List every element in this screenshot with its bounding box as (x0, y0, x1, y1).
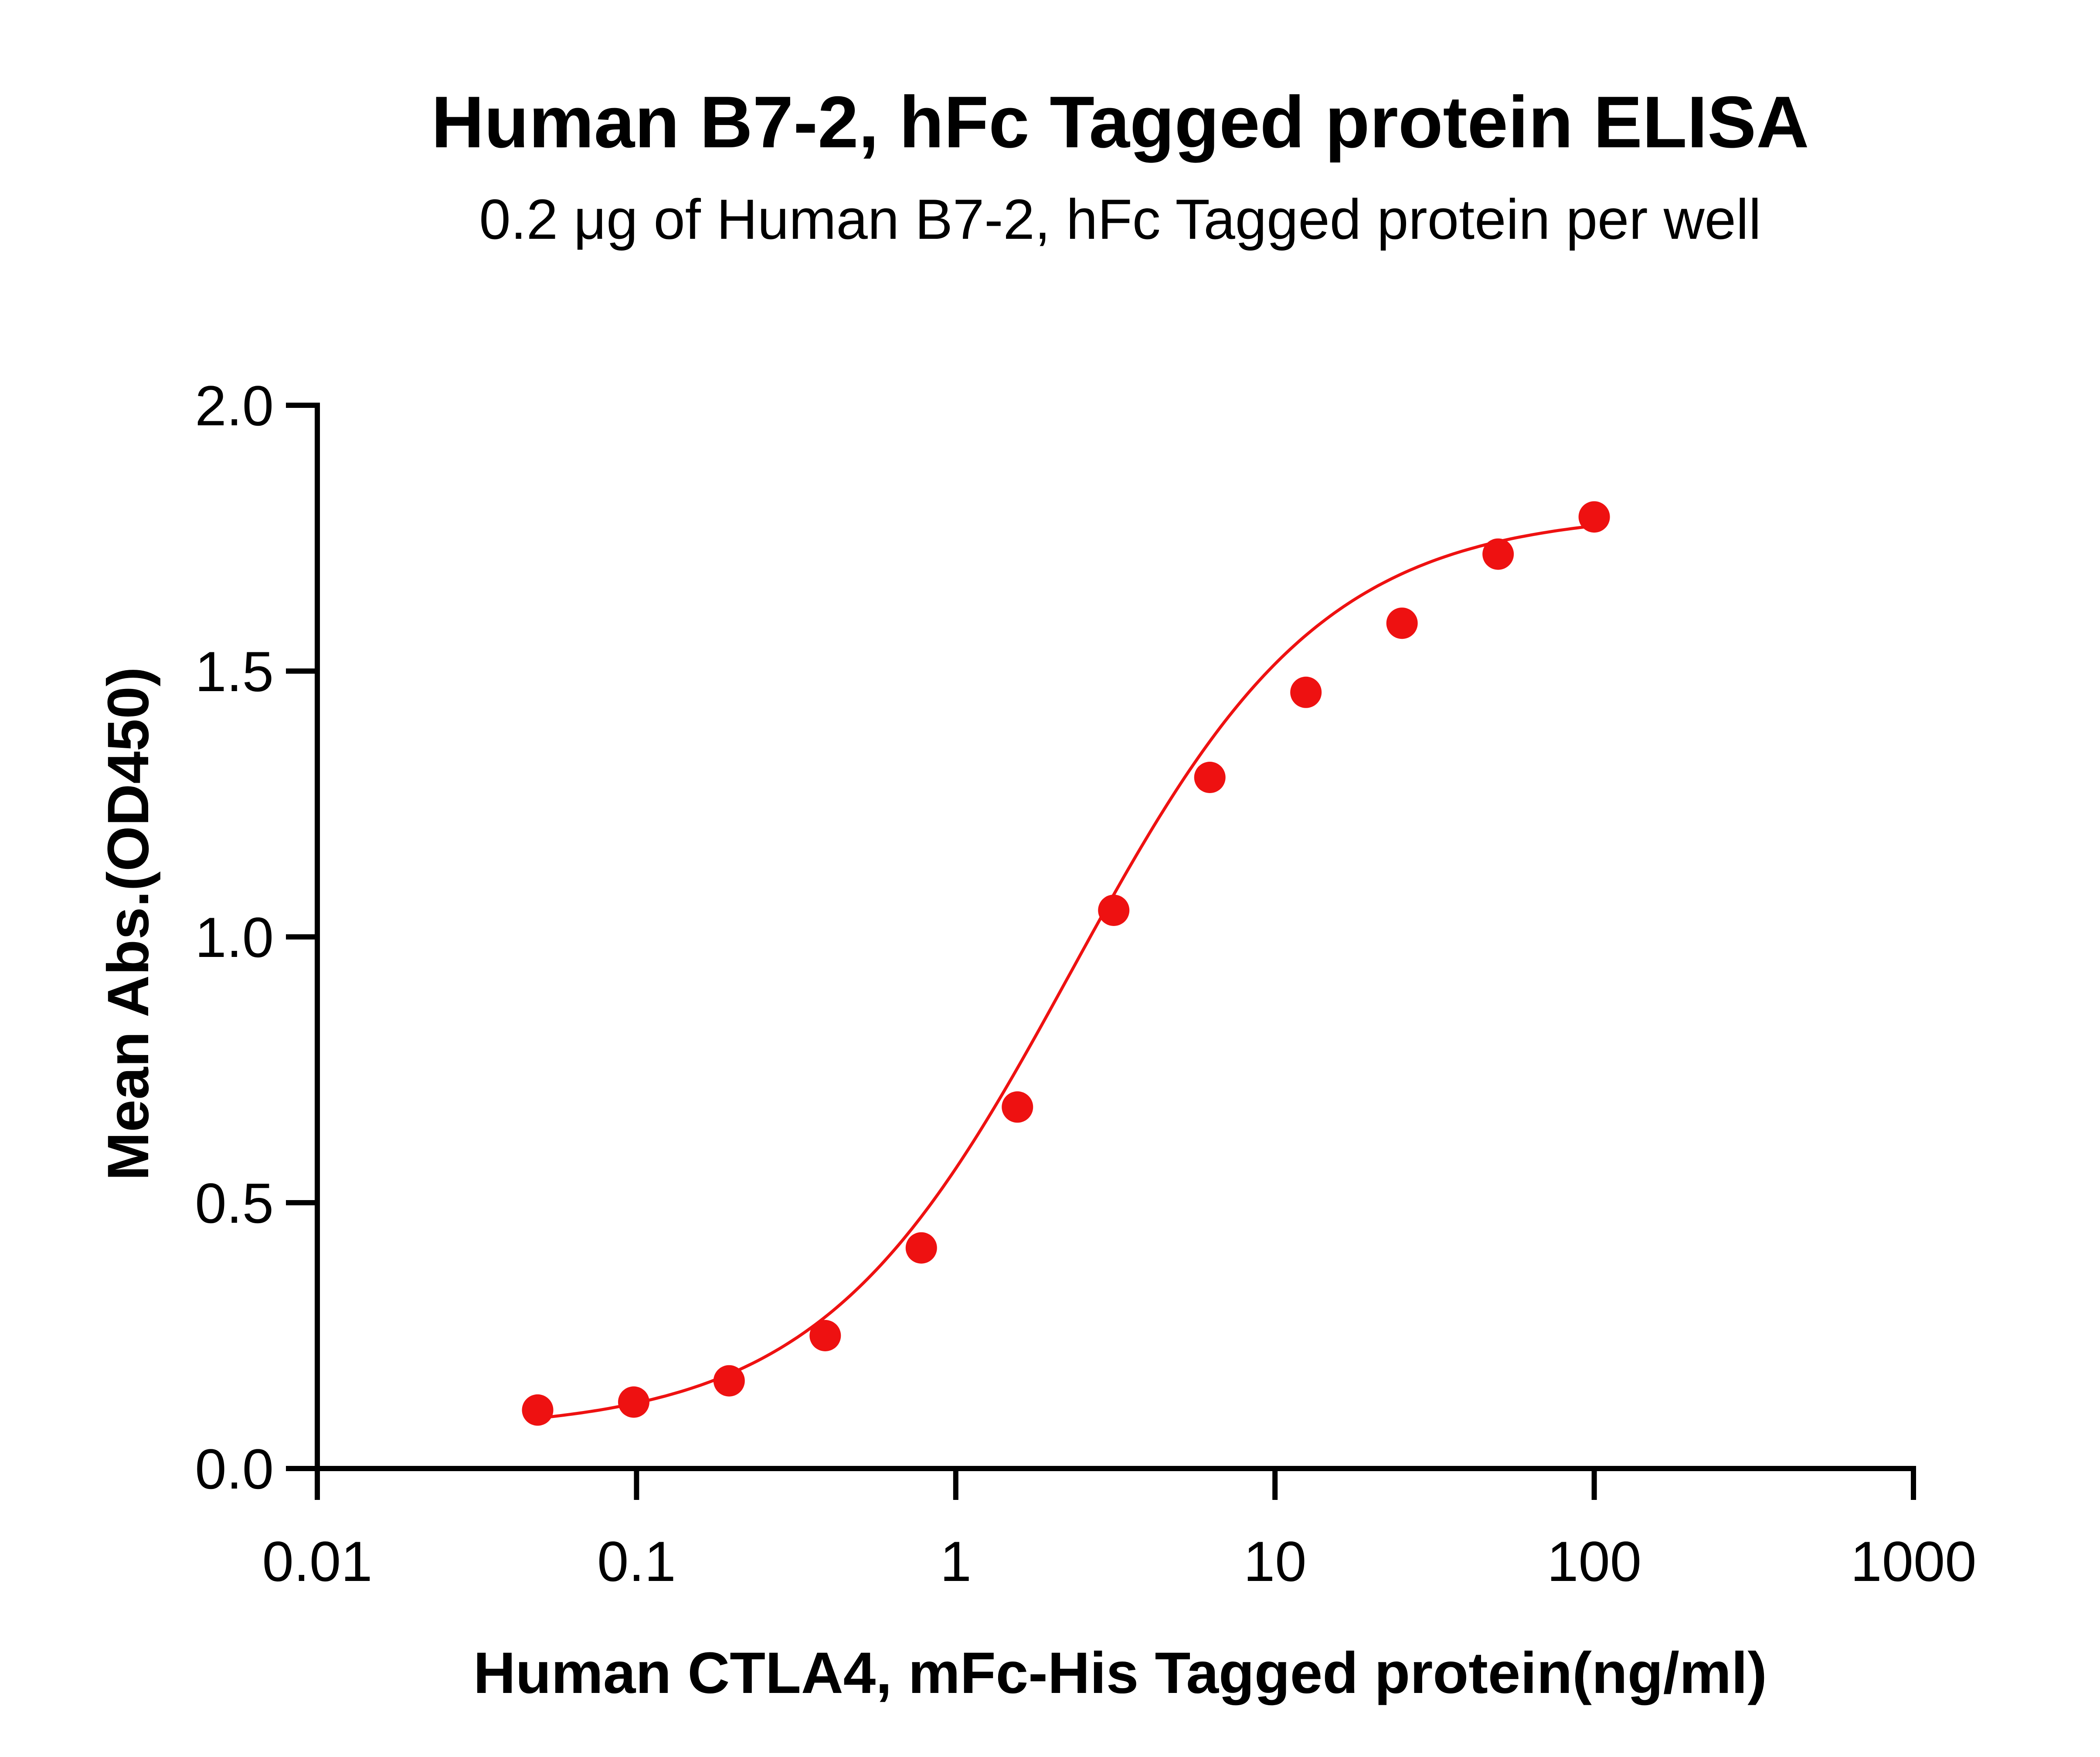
data-point (1098, 895, 1130, 926)
data-point (1002, 1091, 1033, 1123)
x-tick-label: 1000 (1850, 1530, 1976, 1593)
x-tick-label: 0.01 (262, 1530, 372, 1593)
y-tick-label: 0.5 (195, 1171, 274, 1235)
data-point (1482, 538, 1514, 570)
data-point (809, 1320, 841, 1351)
x-tick-label: 0.1 (597, 1530, 676, 1593)
y-tick-label: 0.0 (195, 1437, 274, 1501)
y-tick-label: 1.0 (195, 906, 274, 969)
x-tick-label: 1 (940, 1530, 972, 1593)
data-point (1290, 676, 1322, 708)
data-points (522, 501, 1610, 1426)
data-point (522, 1394, 554, 1426)
data-point (905, 1232, 937, 1264)
chart-subtitle: 0.2 μg of Human B7-2, hFc Tagged protein… (479, 187, 1761, 251)
y-tick-label: 2.0 (195, 374, 274, 438)
data-point (713, 1365, 745, 1397)
x-axis-label: Human CTLA4, mFc-His Tagged protein(ng/m… (473, 1641, 1767, 1706)
y-axis-label: Mean Abs.(OD450) (96, 667, 161, 1181)
x-tick-label: 100 (1547, 1530, 1641, 1593)
fit-curve (537, 524, 1594, 1420)
y-tick-label: 1.5 (195, 640, 274, 703)
data-point (1194, 762, 1226, 793)
data-point (618, 1386, 649, 1418)
x-tick-label: 10 (1244, 1530, 1307, 1593)
chart-title: Human B7-2, hFc Tagged protein ELISA (431, 81, 1809, 163)
data-point (1386, 607, 1418, 639)
y-axis-ticks: 0.0 0.5 1.0 1.5 2.0 (195, 374, 317, 1501)
x-axis-ticks: 0.01 0.1 1 10 100 1000 (262, 1469, 1977, 1593)
data-point (1578, 501, 1610, 533)
